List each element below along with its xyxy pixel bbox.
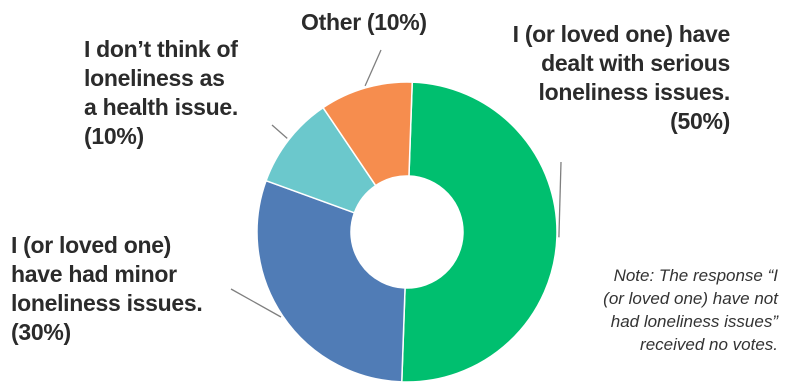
slice-label-line: Other (10%) xyxy=(301,9,427,35)
footnote-line: Note: The response “I xyxy=(613,266,778,285)
slice-label-line: I don’t think of xyxy=(84,36,238,62)
footnote-line: received no votes. xyxy=(640,335,778,354)
slice-label-not-health-issue: I don’t think of loneliness as a health … xyxy=(84,35,238,151)
slice-label-line: I (or loved one) have xyxy=(512,21,731,47)
leader-not-health-issue xyxy=(271,124,288,139)
leader-serious xyxy=(558,161,562,238)
slice-label-line: loneliness issues. xyxy=(538,79,731,105)
slice-label-other: Other (10%) xyxy=(301,8,427,37)
slice-serious-issues xyxy=(400,81,558,383)
leader-lines xyxy=(230,49,562,318)
slice-label-line: I (or loved one) xyxy=(11,232,172,258)
slice-label-line: have had minor xyxy=(11,261,177,287)
donut-slices xyxy=(256,81,558,383)
slice-other xyxy=(322,81,414,187)
footnote-line: had loneliness issues” xyxy=(610,312,778,331)
slice-label-line: loneliness issues. xyxy=(11,290,203,316)
slice-label-line: (10%) xyxy=(84,123,144,149)
slice-label-line: a health issue. xyxy=(84,94,239,120)
slice-label-line: loneliness as xyxy=(84,65,225,91)
slice-label-serious: I (or loved one) have dealt with serious… xyxy=(512,20,731,136)
leader-other xyxy=(364,49,382,87)
slice-label-minor: I (or loved one) have had minor loneline… xyxy=(11,231,203,347)
leader-minor xyxy=(230,288,282,318)
footnote: Note: The response “I (or loved one) hav… xyxy=(603,264,778,356)
slice-label-line: (30%) xyxy=(11,319,71,345)
footnote-line: (or loved one) have not xyxy=(603,289,778,308)
slice-minor-issues xyxy=(256,179,406,383)
slice-label-line: (50%) xyxy=(670,108,730,134)
slice-label-line: dealt with serious xyxy=(541,50,730,76)
